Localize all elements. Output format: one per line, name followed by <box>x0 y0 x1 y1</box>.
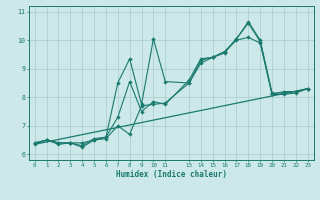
X-axis label: Humidex (Indice chaleur): Humidex (Indice chaleur) <box>116 170 227 179</box>
